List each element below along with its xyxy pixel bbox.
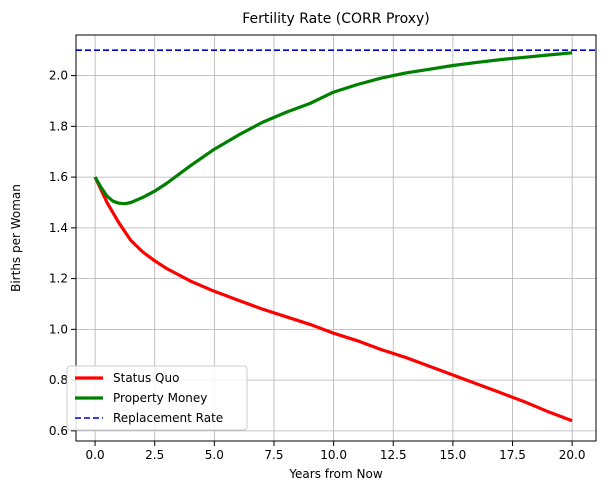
legend-label-status-quo: Status Quo (113, 371, 179, 385)
y-tick-label: 1.2 (49, 272, 68, 286)
x-tick-label: 7.5 (264, 448, 283, 462)
legend-box (66, 365, 248, 431)
y-axis-label: Births per Woman (9, 184, 23, 292)
x-tick-label: 0.0 (86, 448, 105, 462)
y-tick-label: 1.8 (49, 119, 68, 133)
x-axis-label: Years from Now (288, 467, 383, 481)
y-tick-label: 0.8 (49, 373, 68, 387)
y-tick-label: 1.6 (49, 170, 68, 184)
y-tick-label: 2.0 (49, 69, 68, 83)
series-line-status-quo (93, 176, 573, 423)
legend: Status Quo Property Money Replacement Rate (66, 365, 248, 431)
plot-frame (75, 34, 597, 442)
series-line-property-money (93, 51, 573, 206)
series-lines (76, 49, 596, 423)
x-tick-label: 5.0 (205, 448, 224, 462)
x-tick-label: 2.5 (145, 448, 164, 462)
x-tick-label: 17.5 (499, 448, 526, 462)
legend-label-replacement-rate: Replacement Rate (113, 411, 223, 425)
x-tick-label: 20.0 (559, 448, 586, 462)
x-tick-label: 15.0 (440, 448, 467, 462)
grid-lines (76, 35, 596, 441)
y-tick-label: 0.6 (49, 424, 68, 438)
legend-label-property-money: Property Money (113, 391, 207, 405)
y-tick-label: 1.4 (49, 221, 68, 235)
chart-title: Fertility Rate (CORR Proxy) (242, 11, 430, 27)
x-tick-label: 12.5 (380, 448, 407, 462)
x-tick-label: 10.0 (320, 448, 347, 462)
axis-ticks: 0.0 2.5 5.0 7.5 10.0 12.5 15.0 17.5 20.0 0.6 0.8 1.… (49, 69, 586, 462)
y-tick-label: 1.0 (49, 322, 68, 336)
